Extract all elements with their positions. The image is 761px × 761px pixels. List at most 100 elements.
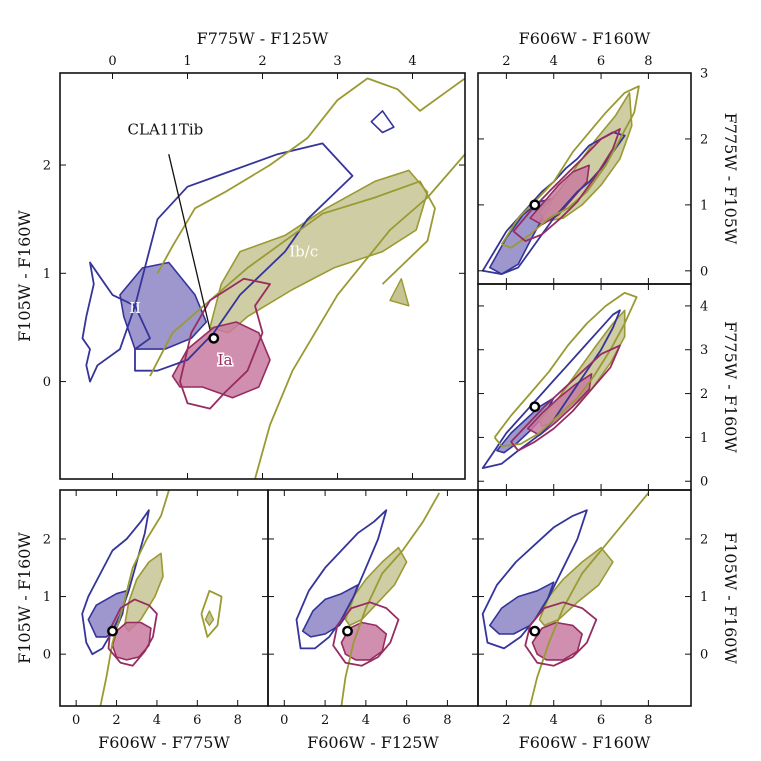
target-marker-mr xyxy=(529,401,541,413)
xtick-label-bm: 0 xyxy=(280,713,288,728)
contour-ia-inner-tr xyxy=(529,164,590,226)
contour-ibc-outer-tr xyxy=(500,85,640,249)
contours-br xyxy=(481,492,650,706)
contour-ia-outer-bl xyxy=(107,598,158,667)
ytick-label-tr: 2 xyxy=(700,132,708,147)
ylabel-main: F105W - F160W xyxy=(15,210,34,342)
frame-bl xyxy=(59,489,269,707)
xtick-label-bl: 0 xyxy=(72,713,80,728)
contour-ibc-outer-bm xyxy=(340,492,441,706)
contour-ii-outer-br xyxy=(481,509,588,650)
target-marker-main xyxy=(208,332,220,344)
contour-ii-outer-bm xyxy=(295,509,388,650)
ytick-label-mr: 1 xyxy=(700,431,708,446)
ylabel-br: F105W - F160W xyxy=(721,532,740,664)
contour-ibc-outer-bl xyxy=(99,490,170,706)
contour-ibc-inner-bl xyxy=(123,552,164,632)
ytick-label-main: 1 xyxy=(43,267,51,282)
contour-ia-outer-main xyxy=(179,277,271,410)
xtick-label-bm: 6 xyxy=(403,713,411,728)
xtick-label-br: 4 xyxy=(550,713,558,728)
contour-ia-inner-main xyxy=(171,321,271,399)
panel-bm: 0 2 4 6 8 F606W - F125W xyxy=(267,489,479,752)
contours-bm xyxy=(295,492,441,706)
contour-ibc-inner-br xyxy=(538,546,614,627)
ytick-label-bl: 0 xyxy=(43,648,51,663)
xtick-label-tr: 4 xyxy=(550,54,558,69)
panel-bl: 0 2 4 6 8 0 1 2 F606W - F775W F105W - F160W xyxy=(15,489,269,752)
xtick-label-main: 4 xyxy=(408,54,416,69)
ylabel-tr: F775W - F105W xyxy=(721,113,740,245)
contour-ia-outer-br xyxy=(524,601,598,667)
ytick-label-br: 2 xyxy=(700,532,708,547)
xtick-label-bl: 4 xyxy=(153,713,161,728)
xtick-label-bl: 2 xyxy=(112,713,120,728)
contour-ia-inner-br xyxy=(531,621,583,661)
xtick-label-bm: 4 xyxy=(362,713,370,728)
xtick-label-bl: 6 xyxy=(193,713,201,728)
target-marker-br xyxy=(529,625,541,637)
contour-ia-outer-mr xyxy=(510,344,621,452)
ytick-label-tr: 1 xyxy=(700,198,708,213)
annotation-label-cla11tib: CLA11Tib xyxy=(128,121,204,139)
ytick-label-tr: 0 xyxy=(700,264,708,279)
xtick-label-br: 8 xyxy=(644,713,652,728)
xtick-label-main: 1 xyxy=(183,54,191,69)
ytick-label-mr: 3 xyxy=(700,343,708,358)
xtick-label-br: 6 xyxy=(597,713,605,728)
panel-mr: 0 1 2 3 4 F775W - F160W xyxy=(477,283,740,491)
contour-ii-island-main xyxy=(370,110,395,134)
xtick-label-tr: 6 xyxy=(597,54,605,69)
contour-ibc-outer3-main xyxy=(149,180,436,377)
xlabel-br: F606W - F160W xyxy=(519,733,651,752)
xtick-label-bm: 2 xyxy=(321,713,329,728)
ytick-label-mr: 0 xyxy=(700,475,708,490)
contour-ibc-outer2-main xyxy=(156,77,465,274)
label-type-ia: Ia xyxy=(218,351,233,369)
ytick-label-main: 2 xyxy=(43,159,51,174)
contour-ibc-outer2-bl xyxy=(200,589,223,638)
ytick-label-bl: 2 xyxy=(43,532,51,547)
xtick-label-bl: 8 xyxy=(234,713,242,728)
xlabel-main: F775W - F125W xyxy=(197,29,329,48)
target-marker-bl xyxy=(107,625,118,637)
contour-ia-inner-bl xyxy=(111,621,152,661)
ytick-label-mr: 2 xyxy=(700,387,708,402)
xtick-label-main: 3 xyxy=(333,54,341,69)
ytick-label-tr: 3 xyxy=(700,67,708,82)
ytick-label-br: 1 xyxy=(700,590,708,605)
frame-br xyxy=(477,489,692,707)
panel-tr: 2 4 6 8 0 1 2 3 F606W - F160W F775W - F105W xyxy=(477,29,740,285)
contour-ibc-island-bl xyxy=(204,610,215,627)
panel-br: 2 4 6 8 0 1 2 F606W - F160W F105W - F160W xyxy=(477,489,740,752)
annotation-pointer-line xyxy=(168,154,211,330)
ylabel-mr: F775W - F160W xyxy=(721,321,740,453)
xtick-label-tr: 2 xyxy=(502,54,510,69)
xlabel-tr: F606W - F160W xyxy=(519,29,651,48)
contour-ibc-island-main xyxy=(389,278,410,307)
xtick-label-br: 2 xyxy=(502,713,510,728)
contour-ibc-outer-br xyxy=(529,492,650,706)
ytick-label-main: 0 xyxy=(43,375,51,390)
label-type-ibc: Ib/c xyxy=(289,243,318,261)
contours-tr xyxy=(481,85,640,275)
contours-main xyxy=(81,77,465,479)
xtick-label-tr: 8 xyxy=(644,54,652,69)
contour-ibc-outer-main xyxy=(254,153,465,479)
contour-ia-outer-bm xyxy=(332,601,400,667)
xtick-label-main: 2 xyxy=(258,54,266,69)
contours-mr xyxy=(481,291,638,469)
contour-ii-outer-mr xyxy=(481,309,621,469)
ylabel-bl: F105W - F160W xyxy=(15,532,34,664)
contours-bl xyxy=(81,490,223,706)
xtick-label-main: 0 xyxy=(108,54,116,69)
ytick-label-bl: 1 xyxy=(43,590,51,605)
target-marker-tr xyxy=(529,199,541,211)
panels-group: 0 1 2 3 4 0 1 2 F775W - F125W F105W - F160W II Ib/c… xyxy=(15,29,740,752)
ytick-label-mr: 4 xyxy=(700,299,708,314)
annotation-group: CLA11Tib xyxy=(128,121,211,330)
label-type-ii: II xyxy=(129,299,141,317)
ytick-label-br: 0 xyxy=(700,648,708,663)
target-marker-bm xyxy=(342,625,353,637)
xtick-label-bm: 8 xyxy=(443,713,451,728)
